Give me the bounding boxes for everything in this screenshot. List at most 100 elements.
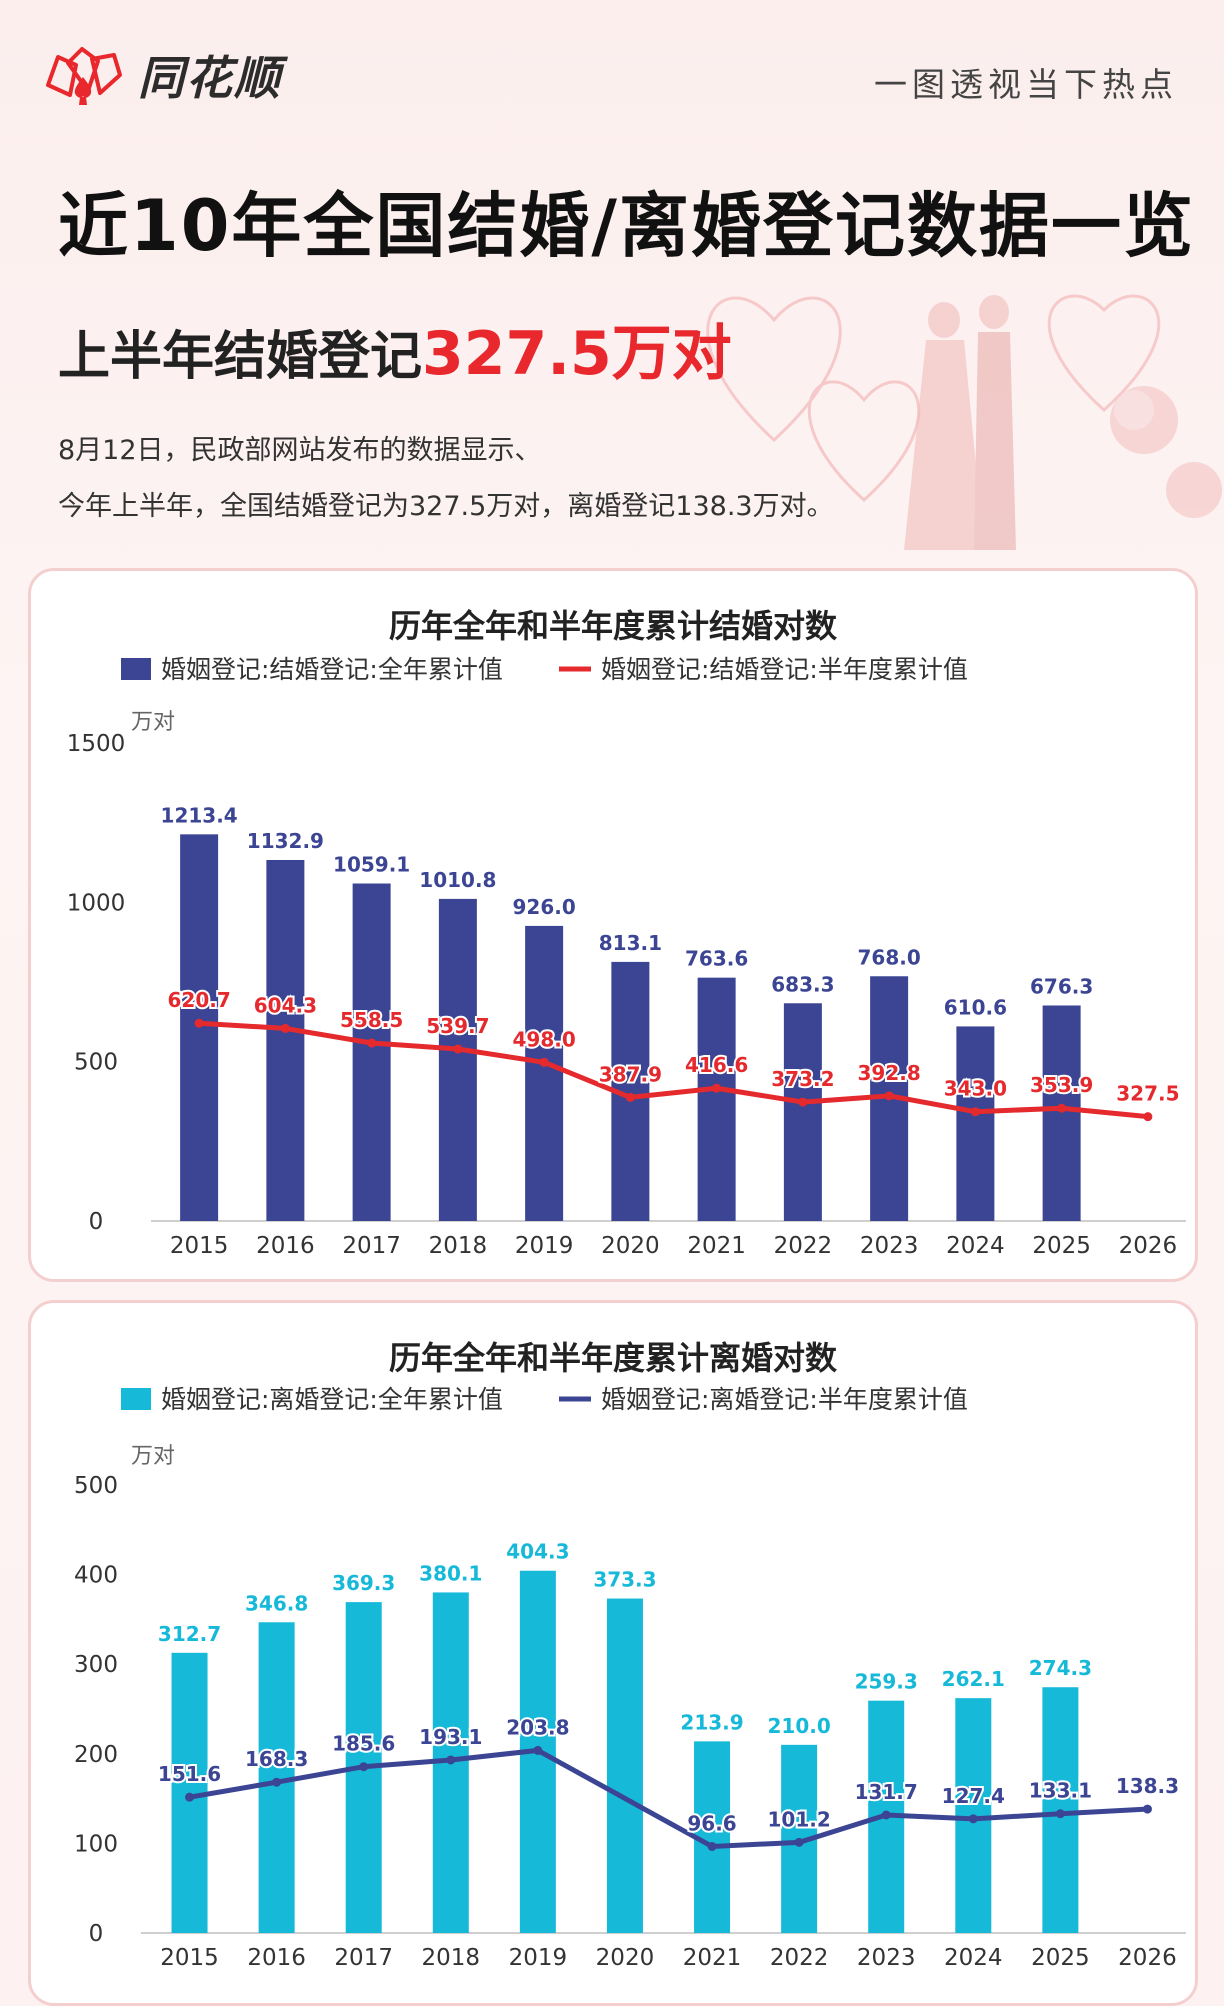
bar-value-label: 312.7 bbox=[158, 1622, 221, 1646]
line-point bbox=[794, 1837, 804, 1847]
x-tick-label: 2020 bbox=[596, 1945, 655, 1971]
legend-label-bar: 婚姻登记:离婚登记:全年累计值 bbox=[161, 1385, 503, 1414]
subtitle-highlight: 327.5万对 bbox=[422, 319, 732, 389]
line-point bbox=[539, 1057, 549, 1067]
slogan: 一图透视当下热点 bbox=[874, 65, 1178, 104]
line-value-label: 539.7 bbox=[426, 1014, 489, 1038]
bar-series bbox=[180, 834, 1081, 1221]
line-point bbox=[970, 1107, 980, 1117]
line-point bbox=[1142, 1804, 1152, 1814]
line-value-label: 353.9 bbox=[1030, 1073, 1093, 1097]
line-point bbox=[359, 1762, 369, 1772]
x-tick-label: 2021 bbox=[683, 1945, 742, 1971]
x-tick-label: 2023 bbox=[860, 1233, 919, 1259]
x-tick-label: 2017 bbox=[334, 1945, 393, 1971]
bar-value-label: 380.1 bbox=[419, 1561, 482, 1585]
line-point bbox=[707, 1841, 717, 1851]
legend-label-line: 婚姻登记:离婚登记:半年度累计值 bbox=[601, 1385, 968, 1414]
marriage-chart-card: 历年全年和半年度累计结婚对数 婚姻登记:结婚登记:全年累计值 婚姻登记:结婚登记:半… bbox=[28, 568, 1198, 1282]
bar-value-label: 210.0 bbox=[767, 1714, 830, 1738]
line-point bbox=[1143, 1112, 1153, 1122]
bar-value-label: 813.1 bbox=[599, 931, 662, 955]
line-point bbox=[280, 1023, 290, 1033]
y-axis-unit: 万对 bbox=[131, 710, 175, 735]
bar bbox=[1042, 1005, 1081, 1221]
bar-value-label: 763.6 bbox=[685, 947, 748, 971]
line-point bbox=[272, 1777, 282, 1787]
x-tick-label: 2019 bbox=[509, 1945, 568, 1971]
line-value-label: 151.6 bbox=[158, 1762, 221, 1786]
y-tick-label: 400 bbox=[74, 1563, 118, 1589]
line-point bbox=[446, 1755, 456, 1765]
x-tick-label: 2021 bbox=[687, 1233, 746, 1259]
line-point bbox=[533, 1745, 543, 1755]
chart-legend: 婚姻登记:结婚登记:全年累计值 婚姻登记:结婚登记:半年度累计值 bbox=[121, 655, 968, 684]
legend-label-line: 婚姻登记:结婚登记:半年度累计值 bbox=[601, 655, 968, 684]
line-value-labels: 620.7 604.3 558.5 539.7 498.0 387.9 416.6 373.2… bbox=[165, 986, 1181, 1107]
line-value-label: 203.8 bbox=[506, 1715, 569, 1739]
line-point bbox=[194, 1018, 204, 1028]
line-value-label: 185.6 bbox=[332, 1732, 395, 1756]
y-tick-label: 500 bbox=[74, 1050, 118, 1076]
chart-legend: 婚姻登记:离婚登记:全年累计值 婚姻登记:离婚登记:半年度累计值 bbox=[121, 1385, 968, 1414]
x-tick-label: 2026 bbox=[1119, 1233, 1178, 1259]
line-value-label: 133.1 bbox=[1029, 1779, 1092, 1803]
x-tick-label: 2019 bbox=[515, 1233, 574, 1259]
line-value-labels: 151.6 168.3 185.6 193.1 203.8 96.6 101.2 131.7 1… bbox=[156, 1713, 1181, 1837]
line-value-label: 392.8 bbox=[857, 1061, 920, 1085]
bar-value-labels: 312.7 346.8 369.3 380.1 404.3 373.3 213.9 210.0… bbox=[158, 1540, 1092, 1738]
description-line-2: 今年上半年，全国结婚登记为327.5万对，离婚登记138.3万对。 bbox=[58, 491, 834, 522]
line-point bbox=[712, 1083, 722, 1093]
legend-label-bar: 婚姻登记:结婚登记:全年累计值 bbox=[161, 655, 503, 684]
line-point bbox=[185, 1792, 195, 1802]
y-axis-unit: 万对 bbox=[131, 1444, 175, 1469]
page-title: 近10年全国结婚/离婚登记数据一览 bbox=[58, 185, 1195, 267]
line-point bbox=[968, 1814, 978, 1824]
x-tick-label: 2016 bbox=[256, 1233, 315, 1259]
subtitle-prefix: 上半年结婚登记 bbox=[58, 327, 423, 387]
line-value-label: 343.0 bbox=[944, 1077, 1007, 1101]
y-tick-label: 500 bbox=[74, 1473, 118, 1499]
y-tick-label: 0 bbox=[89, 1209, 104, 1235]
x-tick-label: 2015 bbox=[170, 1233, 229, 1259]
line-value-label: 138.3 bbox=[1116, 1774, 1179, 1798]
bar-value-label: 1213.4 bbox=[161, 803, 238, 827]
x-tick-label: 2024 bbox=[944, 1945, 1003, 1971]
bar-value-label: 346.8 bbox=[245, 1591, 308, 1615]
bar bbox=[606, 1598, 643, 1933]
x-tick-label: 2022 bbox=[770, 1945, 829, 1971]
bar bbox=[525, 925, 564, 1221]
line-point bbox=[453, 1044, 463, 1054]
line-value-label: 193.1 bbox=[419, 1725, 482, 1749]
line-point bbox=[798, 1097, 808, 1107]
line-value-label: 498.0 bbox=[512, 1027, 575, 1051]
line-series bbox=[196, 1020, 1151, 1120]
bar bbox=[956, 1026, 995, 1221]
brand-name: 同花顺 bbox=[138, 51, 282, 105]
line-value-label: 168.3 bbox=[245, 1747, 308, 1771]
line-value-label: 558.5 bbox=[340, 1008, 403, 1032]
line-value-label: 127.4 bbox=[942, 1784, 1005, 1808]
poker-fan-logo-icon bbox=[46, 47, 122, 105]
bar-value-label: 1059.1 bbox=[333, 853, 410, 877]
chart-title: 历年全年和半年度累计离婚对数 bbox=[389, 1339, 838, 1377]
y-tick-label: 100 bbox=[74, 1831, 118, 1857]
brand-logo: 同花顺 bbox=[42, 42, 282, 108]
line-value-label: 131.7 bbox=[855, 1780, 918, 1804]
bar bbox=[266, 859, 305, 1221]
x-tick-label: 2020 bbox=[601, 1233, 660, 1259]
x-tick-label: 2023 bbox=[857, 1945, 916, 1971]
bar-value-label: 1132.9 bbox=[247, 829, 324, 853]
y-tick-label: 1000 bbox=[67, 890, 126, 916]
x-tick-label: 2022 bbox=[774, 1233, 833, 1259]
bar bbox=[697, 977, 736, 1221]
x-tick-label: 2026 bbox=[1118, 1945, 1177, 1971]
line-point bbox=[367, 1038, 377, 1048]
bar-value-label: 262.1 bbox=[942, 1667, 1005, 1691]
y-tick-label: 300 bbox=[74, 1652, 118, 1678]
x-tick-label: 2018 bbox=[429, 1233, 488, 1259]
bar-value-labels: 1213.4 1132.9 1059.1 1010.8 926.0 813.1 763.6 6… bbox=[161, 803, 1094, 1019]
line-point bbox=[881, 1810, 891, 1820]
bar bbox=[438, 898, 477, 1221]
